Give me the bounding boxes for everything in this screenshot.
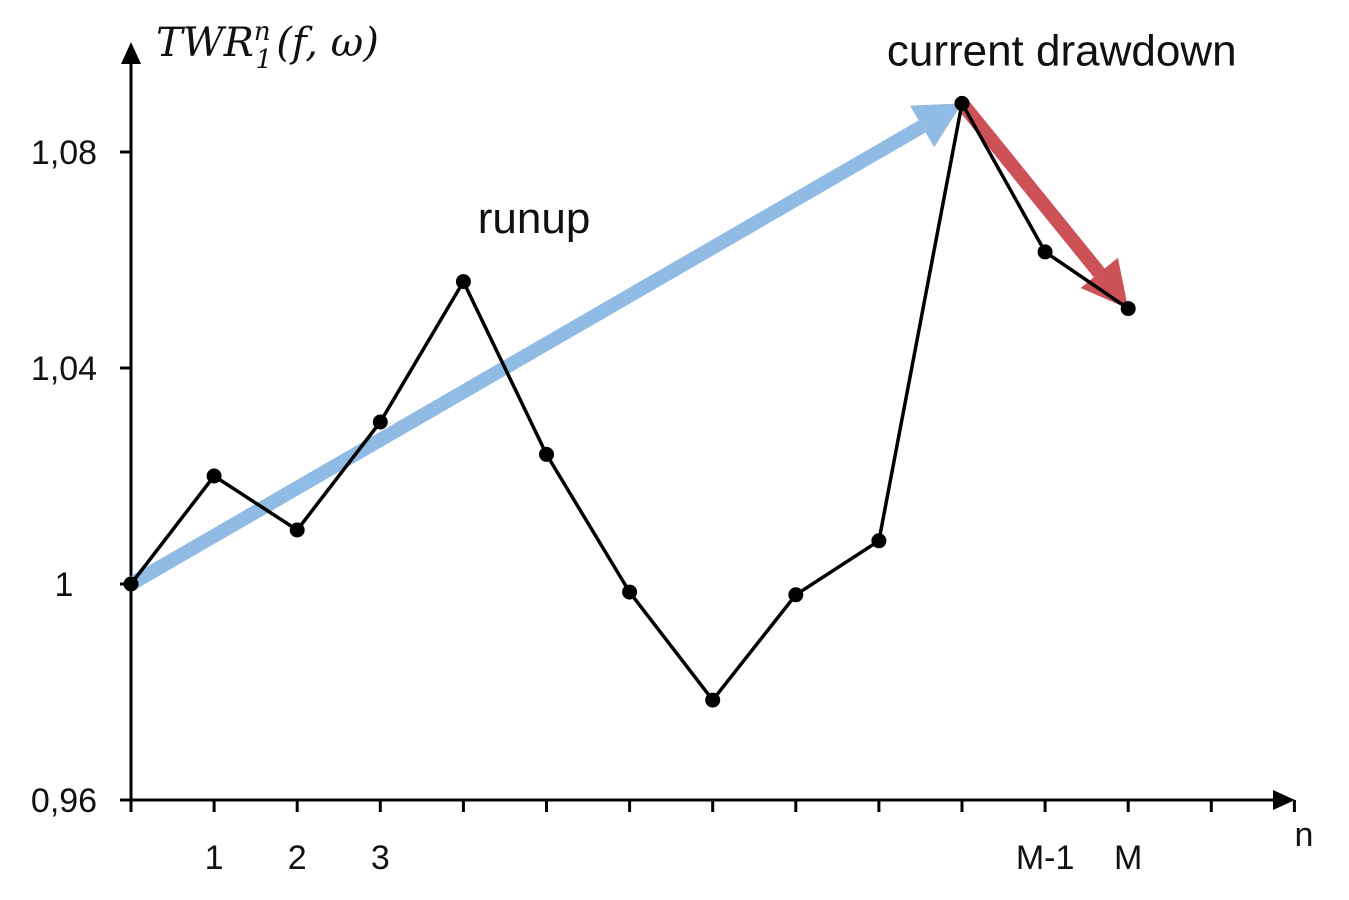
data-point (206, 468, 222, 484)
y-axis-label-base: TWR (156, 20, 254, 66)
current-drawdown-arrow-head (1080, 257, 1129, 309)
data-point (788, 587, 804, 603)
y-tick-label: 0,96 (31, 782, 97, 820)
data-point (372, 414, 388, 430)
current-drawdown-label: current drawdown (887, 27, 1237, 76)
y-tick-label: 1,08 (31, 134, 97, 172)
data-point (705, 692, 721, 708)
x-tick-label: 2 (288, 839, 307, 877)
data-point (954, 95, 970, 111)
x-tick-label: 1 (205, 839, 224, 877)
x-tick-label: 3 (371, 839, 390, 877)
y-axis-label-sub: 1 (256, 45, 273, 75)
y-tick-label: 1 (55, 566, 74, 604)
data-point (539, 446, 554, 462)
data-point (1120, 301, 1136, 317)
series-line (129, 101, 1130, 702)
x-tick-label: M (1114, 839, 1142, 877)
x-axis-arrowhead (1273, 790, 1295, 810)
y-axis-arrowhead (121, 42, 141, 64)
data-point (123, 576, 139, 592)
y-tick-label: 1,04 (31, 350, 97, 388)
data-point (455, 274, 471, 290)
data-point (622, 584, 638, 600)
runup-arrow-head (910, 103, 962, 148)
x-axis-label: n (1295, 816, 1314, 854)
data-point (1037, 244, 1053, 260)
y-axis-label-sup: n (254, 17, 271, 47)
x-tick-label: M-1 (1016, 839, 1075, 877)
data-point (289, 522, 305, 538)
runup-label: runup (478, 194, 591, 243)
y-axis-label: TWRn 1 (f, ω) (156, 17, 379, 75)
current-drawdown-arrow-shaft (956, 98, 1105, 278)
y-axis-label-tail: (f, ω) (276, 20, 379, 66)
data-point (871, 533, 887, 549)
